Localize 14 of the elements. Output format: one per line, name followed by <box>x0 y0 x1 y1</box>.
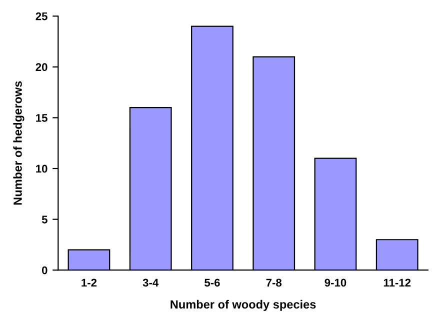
y-tick-label: 5 <box>42 216 48 224</box>
y-tick-label: 0 <box>42 266 48 274</box>
y-tick-label: 15 <box>36 114 48 122</box>
x-tick-label: 7-8 <box>266 278 282 287</box>
y-axis-title: Number of hedgerows <box>13 81 24 205</box>
x-tick-label: 5-6 <box>204 278 220 287</box>
x-axis-title: Number of woody species <box>170 300 316 311</box>
x-tick-label: 3-4 <box>142 278 159 287</box>
y-tick-label: 10 <box>36 164 48 173</box>
x-tick-label: 1-2 <box>82 278 97 286</box>
y-tick-label: 20 <box>36 63 48 72</box>
y-tick-label: 25 <box>36 12 48 20</box>
x-tick-label: 11-12 <box>384 278 411 286</box>
x-tick-label: 9-10 <box>324 278 346 287</box>
